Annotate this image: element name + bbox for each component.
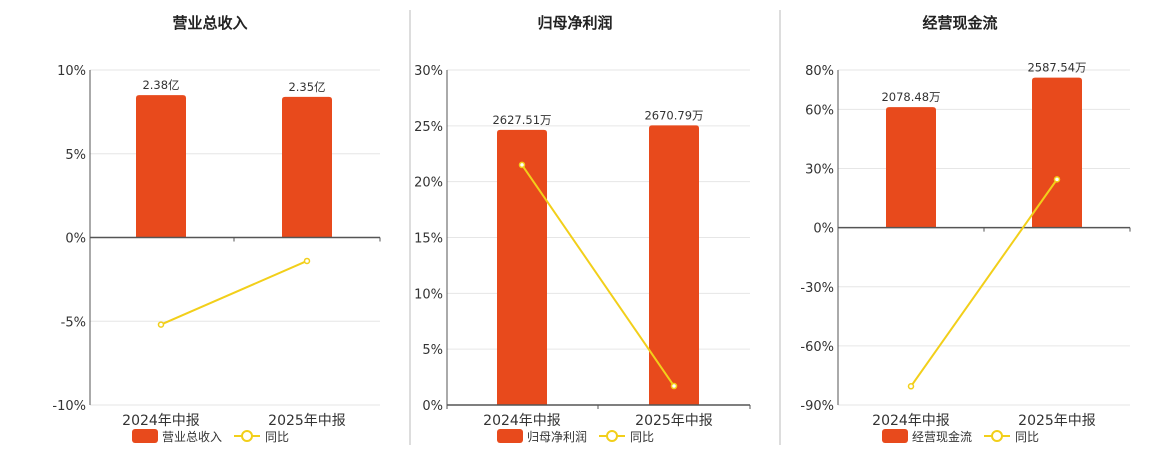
yoy-line	[521, 164, 675, 387]
chart-title: 归母净利润	[537, 14, 612, 32]
legend-bar-label: 经营现金流	[912, 429, 972, 444]
bar	[136, 95, 186, 238]
legend-bar-swatch	[497, 429, 523, 443]
legend-bar-label: 营业总收入	[162, 430, 222, 444]
x-tick-label: 2025年中报	[268, 413, 346, 429]
y-tick-label: 10%	[57, 64, 86, 79]
legend-line-label: 同比	[630, 430, 654, 444]
yoy-point	[157, 321, 165, 328]
y-tick-label: -60%	[800, 340, 834, 355]
x-tick-label: 2025年中报	[1018, 413, 1096, 429]
y-tick-label: 60%	[805, 103, 834, 118]
y-tick-label: 5%	[65, 148, 86, 163]
bar-data-label: 2670.79万	[644, 108, 703, 122]
y-tick-label: 20%	[414, 176, 443, 191]
bar-data-label: 2078.48万	[881, 90, 940, 104]
yoy-point	[303, 257, 311, 265]
y-tick-label: 30%	[414, 64, 443, 79]
y-tick-label: 80%	[805, 64, 834, 79]
bar	[649, 125, 699, 405]
bar	[282, 96, 332, 238]
chart-panel-2: 归母净利润 30% 25% 20% 15% 10% 5% 0% 2627.51万 2670.79万…	[414, 14, 751, 444]
bar-data-label: 2.38亿	[142, 78, 179, 92]
y-tick-label: 30%	[805, 163, 834, 178]
bar-data-label: 2587.54万	[1027, 61, 1086, 75]
yoy-point	[670, 382, 678, 390]
x-tick-label: 2024年中报	[483, 413, 561, 429]
y-tick-label: 0%	[65, 232, 86, 247]
legend-line-label: 同比	[265, 430, 289, 444]
legend: 经营现金流 同比	[882, 429, 1039, 444]
y-tick-label: 10%	[414, 287, 443, 302]
y-tick-label: 0%	[422, 399, 443, 414]
y-tick-label: 0%	[813, 222, 834, 237]
bar	[886, 107, 936, 228]
bar-data-label: 2.35亿	[288, 80, 325, 94]
bar-data-label: 2627.51万	[492, 113, 551, 127]
y-tick-label: 15%	[414, 232, 443, 247]
chart-panel-1: 营业总收入 10% 5% 0% -5% -10% 2.38亿 2.35亿 2024年中报 2025…	[52, 14, 381, 444]
yoy-point	[907, 383, 915, 390]
legend-bar-label: 归母净利润	[527, 430, 587, 444]
legend-bar-swatch	[132, 429, 158, 443]
y-tick-label: 25%	[414, 120, 443, 135]
legend: 归母净利润 同比	[497, 429, 654, 444]
yoy-point	[518, 161, 526, 169]
chart-title: 经营现金流	[922, 14, 997, 32]
yoy-line	[910, 178, 1058, 387]
x-tick-label: 2024年中报	[122, 413, 200, 429]
y-tick-label: -90%	[800, 399, 834, 414]
legend-line-marker	[606, 430, 618, 442]
bar	[497, 129, 547, 405]
chart-title: 营业总收入	[172, 14, 247, 32]
legend: 营业总收入 同比	[132, 429, 289, 444]
x-tick-label: 2025年中报	[635, 413, 713, 429]
chart-panel-3: 经营现金流 80% 60% 30% 0% -30% -60% -90% 2078.48万 2587…	[800, 14, 1131, 444]
bar	[1032, 77, 1082, 228]
y-tick-label: 5%	[422, 343, 443, 358]
legend-line-marker	[241, 430, 253, 442]
legend-line-marker	[991, 430, 1003, 442]
legend-line-label: 同比	[1015, 430, 1039, 444]
x-tick-label: 2024年中报	[872, 413, 950, 429]
legend-bar-swatch	[882, 429, 908, 443]
y-tick-label: -5%	[61, 315, 86, 330]
y-tick-label: -30%	[800, 281, 834, 296]
y-tick-label: -10%	[52, 399, 86, 414]
yoy-line	[160, 260, 308, 326]
yoy-point	[1053, 176, 1061, 183]
